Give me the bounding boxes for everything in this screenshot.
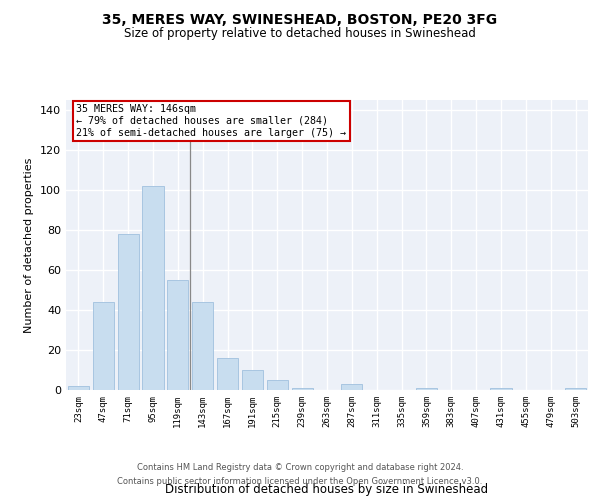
Bar [217,358,238,390]
Bar [341,384,362,390]
Bar [118,234,139,390]
Bar [142,186,164,390]
Text: Size of property relative to detached houses in Swineshead: Size of property relative to detached ho… [124,28,476,40]
Y-axis label: Number of detached properties: Number of detached properties [25,158,34,332]
Bar [242,370,263,390]
Bar [192,302,213,390]
Bar [416,388,437,390]
Text: Contains public sector information licensed under the Open Government Licence v3: Contains public sector information licen… [118,477,482,486]
Text: Contains HM Land Registry data © Crown copyright and database right 2024.: Contains HM Land Registry data © Crown c… [137,464,463,472]
Bar [267,380,288,390]
X-axis label: Distribution of detached houses by size in Swineshead: Distribution of detached houses by size … [166,482,488,496]
Bar [565,388,586,390]
Bar [68,386,89,390]
Bar [292,388,313,390]
Text: 35 MERES WAY: 146sqm
← 79% of detached houses are smaller (284)
21% of semi-deta: 35 MERES WAY: 146sqm ← 79% of detached h… [76,104,346,138]
Text: 35, MERES WAY, SWINESHEAD, BOSTON, PE20 3FG: 35, MERES WAY, SWINESHEAD, BOSTON, PE20 … [103,12,497,26]
Bar [167,280,188,390]
Bar [93,302,114,390]
Bar [490,388,512,390]
